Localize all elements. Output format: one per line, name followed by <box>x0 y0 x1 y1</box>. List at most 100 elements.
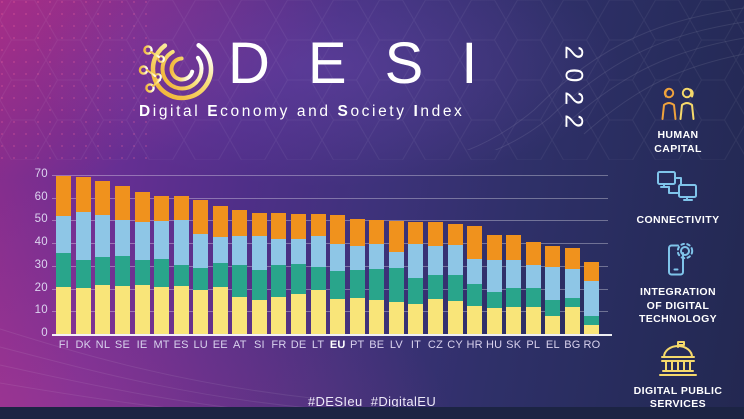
y-tick-label: 0 <box>41 327 48 339</box>
bar-segment-human-capital <box>271 297 287 334</box>
bar-segment-human-capital <box>75 288 91 334</box>
bar-segment-human-capital <box>525 307 541 334</box>
legend-item-connectivity: CONNECTIVITY <box>637 169 720 228</box>
legend-item-human-capital: HUMAN CAPITAL <box>654 86 702 156</box>
bar-segment-integration-of-digital-technology <box>525 265 541 289</box>
bar-column-IT: IT <box>406 174 426 351</box>
bar-segment-human-capital <box>95 285 111 334</box>
bar-segment-human-capital <box>173 285 189 334</box>
bar-column-HU: HU <box>484 174 504 351</box>
bar-segment-human-capital <box>369 299 385 334</box>
bar-column-PT: PT <box>347 174 367 351</box>
bar-segment-connectivity <box>75 260 91 289</box>
bar-column-BG: BG <box>563 174 583 351</box>
bar-segment-integration-of-digital-technology <box>330 244 346 272</box>
x-tick-label-SK: SK <box>506 339 522 351</box>
bar-segment-human-capital <box>154 286 170 334</box>
bar-segment-connectivity <box>486 291 502 309</box>
x-tick-label-MT: MT <box>153 339 170 351</box>
bar-column-DE: DE <box>289 174 309 351</box>
bar-column-CY: CY <box>445 174 465 351</box>
bar-column-ES: ES <box>171 174 191 351</box>
x-axis-baseline <box>52 334 612 336</box>
bar-segment-integration-of-digital-technology <box>173 220 189 265</box>
x-tick-label-LU: LU <box>193 339 208 351</box>
bar-segment-connectivity <box>506 287 522 307</box>
y-tick-label: 10 <box>34 304 48 317</box>
x-tick-label-AT: AT <box>233 339 247 351</box>
bar-segment-human-capital <box>427 299 443 334</box>
x-tick-label-EL: EL <box>545 339 560 351</box>
bar-segment-connectivity <box>408 278 424 305</box>
bar-segment-human-capital <box>232 296 248 334</box>
bar-segment-digital-public-services <box>193 200 209 235</box>
bar-segment-integration-of-digital-technology <box>212 237 228 263</box>
bar-segment-digital-public-services <box>369 219 385 245</box>
x-tick-label-EU: EU <box>329 339 346 351</box>
bar-segment-human-capital <box>291 294 307 334</box>
bar-segment-connectivity <box>56 252 72 288</box>
page-subtitle: Digital Economy and Society Index <box>139 103 465 120</box>
bars-row: FI DK NL SE IE MT ES LU EE AT SI FR DE LT EU PT BE LV IT CZ… <box>54 174 602 351</box>
bar-segment-connectivity <box>564 298 580 308</box>
legend-item-label: HUMAN CAPITAL <box>654 129 702 155</box>
desi-chart: 0 10 20 30 40 50 60 70 FI DK NL SE IE MT ES LU EE AT SI FR… <box>34 168 612 351</box>
bar-segment-integration-of-digital-technology <box>75 212 91 261</box>
x-tick-label-CZ: CZ <box>427 339 443 351</box>
bar-column-AT: AT <box>230 174 250 351</box>
bar-column-MT: MT <box>152 174 172 351</box>
bottom-strip <box>0 407 744 419</box>
y-tick-label: 40 <box>34 236 48 249</box>
bar-segment-human-capital <box>467 306 483 334</box>
bar-column-LT: LT <box>308 174 328 351</box>
bar-segment-digital-public-services <box>310 214 326 237</box>
bar-column-FI: FI <box>54 174 74 351</box>
bar-segment-digital-public-services <box>330 215 346 245</box>
people-icon <box>656 86 700 122</box>
bar-segment-connectivity <box>467 284 483 307</box>
bar-segment-integration-of-digital-technology <box>545 267 561 301</box>
bar-column-LV: LV <box>387 174 407 351</box>
bar-segment-integration-of-digital-technology <box>232 235 248 266</box>
bar-segment-digital-public-services <box>564 248 580 270</box>
bar-segment-human-capital <box>408 304 424 334</box>
bar-segment-integration-of-digital-technology <box>291 239 307 265</box>
x-tick-label-ES: ES <box>173 339 189 351</box>
bar-segment-connectivity <box>114 255 130 287</box>
bar-segment-connectivity <box>447 275 463 302</box>
bar-segment-digital-public-services <box>271 212 287 240</box>
bar-segment-integration-of-digital-technology <box>564 269 580 299</box>
bar-segment-connectivity <box>291 264 307 295</box>
bar-segment-digital-public-services <box>525 242 541 266</box>
bar-segment-human-capital <box>56 287 72 334</box>
gridline-40 <box>52 243 608 245</box>
x-tick-label-SE: SE <box>114 339 130 351</box>
bar-segment-integration-of-digital-technology <box>467 259 483 285</box>
bar-segment-human-capital <box>193 289 209 334</box>
bar-segment-digital-public-services <box>506 235 522 261</box>
bar-segment-connectivity <box>584 315 600 325</box>
bar-segment-human-capital <box>251 299 267 334</box>
bar-column-EU: EU <box>328 174 348 351</box>
hashtags: #DESIeu #DigitalEU <box>307 394 437 409</box>
x-tick-label-FI: FI <box>58 339 69 351</box>
y-tick-label: 50 <box>34 213 48 226</box>
bar-segment-human-capital <box>388 301 404 334</box>
bar-segment-integration-of-digital-technology <box>388 251 404 269</box>
bar-segment-integration-of-digital-technology <box>349 246 365 270</box>
x-tick-label-SI: SI <box>254 339 265 351</box>
bar-segment-integration-of-digital-technology <box>486 259 502 292</box>
x-tick-label-PT: PT <box>349 339 365 351</box>
bar-segment-integration-of-digital-technology <box>193 234 209 268</box>
bar-segment-integration-of-digital-technology <box>447 244 463 276</box>
y-tick-label: 30 <box>34 258 48 271</box>
bar-segment-digital-public-services <box>408 222 424 245</box>
bar-segment-connectivity <box>388 268 404 302</box>
bar-segment-human-capital <box>564 307 580 334</box>
bar-segment-human-capital <box>349 297 365 334</box>
bar-segment-integration-of-digital-technology <box>271 239 287 265</box>
bar-column-EL: EL <box>543 174 563 351</box>
bar-segment-integration-of-digital-technology <box>584 280 600 316</box>
y-tick-label: 60 <box>34 190 48 203</box>
